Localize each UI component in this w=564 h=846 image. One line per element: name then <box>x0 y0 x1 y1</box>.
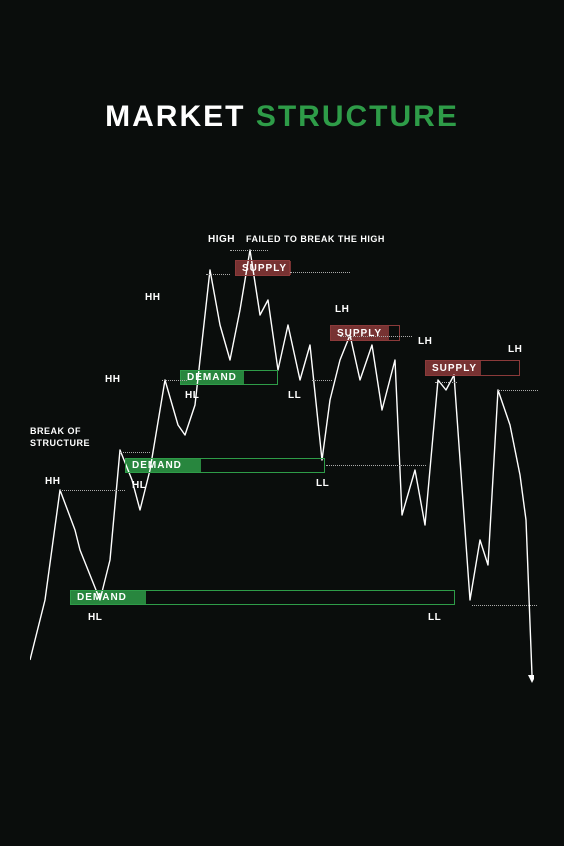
demand-zone: DEMAND <box>180 370 278 385</box>
level-dash <box>230 250 268 251</box>
title-word-2: STRUCTURE <box>256 100 459 133</box>
level-dash <box>326 465 426 466</box>
chart-label: HL <box>185 390 199 401</box>
level-dash <box>340 336 412 337</box>
level-dash <box>290 272 350 273</box>
level-dash <box>435 382 457 383</box>
demand-zone: DEMAND <box>70 590 455 605</box>
chart-label: LH <box>335 304 349 315</box>
title-word-1: MARKET <box>105 100 245 133</box>
chart-label: BREAK OF <box>30 426 81 436</box>
chart-label: HH <box>45 476 60 487</box>
chart-label: LH <box>508 344 522 355</box>
level-dash <box>206 274 230 275</box>
chart-label: LH <box>418 336 432 347</box>
chart-label: HH <box>145 292 160 303</box>
level-dash <box>472 605 537 606</box>
supply-zone: SUPPLY <box>330 325 400 341</box>
chart-label: LL <box>428 612 441 623</box>
chart-label: HIGH <box>208 234 235 245</box>
chart-label: LL <box>316 478 329 489</box>
chart-label: LL <box>288 390 301 401</box>
level-dash <box>162 380 187 381</box>
chart-area: SUPPLY SUPPLY SUPPLY DEMAND DEMAND DEMAND HIGH… <box>30 230 534 700</box>
chart-label: STRUCTURE <box>30 438 90 448</box>
level-dash <box>312 380 332 381</box>
page-title: MARKET STRUCTURE <box>0 100 564 134</box>
level-dash <box>498 390 538 391</box>
chart-label: HL <box>88 612 102 623</box>
supply-zone: SUPPLY <box>235 260 290 276</box>
chart-label: FAILED TO BREAK THE HIGH <box>246 234 385 244</box>
chart-label: HH <box>105 374 120 385</box>
demand-zone: DEMAND <box>125 458 325 473</box>
level-dash <box>60 490 125 491</box>
supply-zone: SUPPLY <box>425 360 520 376</box>
chart-label: HL <box>132 480 146 491</box>
level-dash <box>120 452 150 453</box>
